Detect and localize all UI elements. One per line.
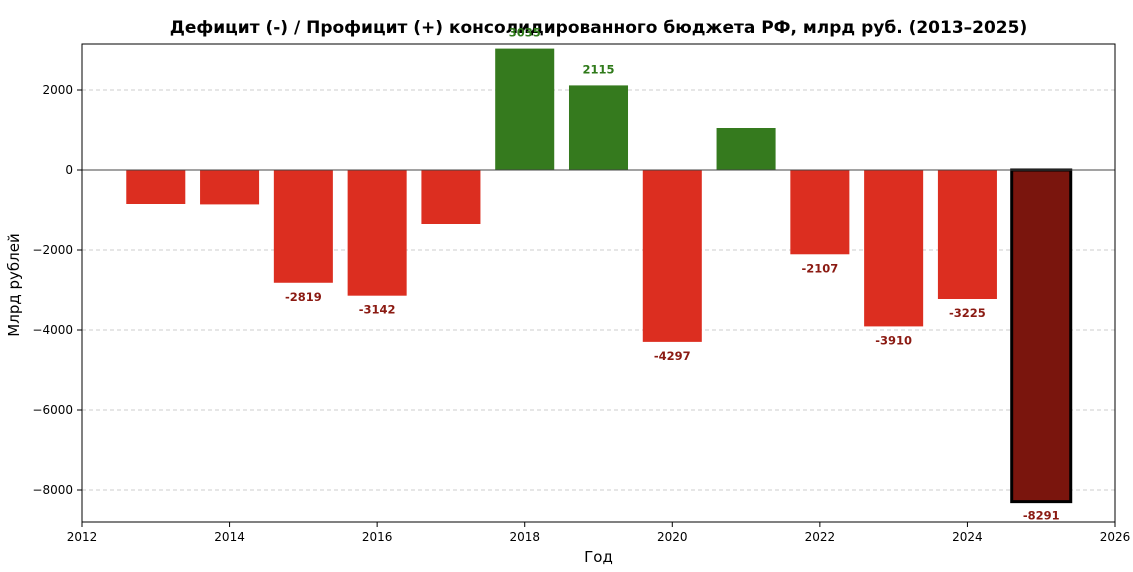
bar-2024 [937, 170, 997, 299]
bar-2018 [495, 48, 555, 170]
bar-2015 [273, 170, 333, 283]
data-label-2020: -4297 [654, 349, 691, 363]
data-label-2022: -2107 [801, 261, 838, 275]
x-tick-label: 2020 [657, 530, 688, 544]
bar-2025 [1010, 168, 1073, 504]
bar-2014 [200, 170, 260, 205]
x-tick-label: 2022 [805, 530, 836, 544]
x-tick-label: 2026 [1100, 530, 1131, 544]
y-tick-label: 0 [65, 163, 73, 177]
data-label-2018: 3035 [509, 26, 541, 40]
data-label-2016: -3142 [359, 303, 396, 317]
y-tick-label: −6000 [32, 403, 73, 417]
y-tick-label: 2000 [42, 83, 73, 97]
plot-frame [81, 43, 1116, 523]
x-tick-label: 2014 [214, 530, 245, 544]
bar-2022 [790, 170, 850, 255]
bar-2017 [421, 170, 481, 224]
data-label-2024: -3225 [949, 306, 986, 320]
bar-2023 [864, 170, 924, 327]
data-label-2025: -8291 [1023, 509, 1060, 523]
x-tick-label: 2024 [952, 530, 983, 544]
bar-2021 [716, 128, 776, 170]
x-axis-label: Год [584, 548, 613, 566]
y-tick-label: −8000 [32, 483, 73, 497]
data-label-2019: 2115 [582, 62, 614, 76]
x-tick-label: 2012 [67, 530, 98, 544]
bar-2019 [568, 85, 629, 170]
data-label-2015: -2819 [285, 290, 322, 304]
x-tick-label: 2016 [362, 530, 393, 544]
y-tick-label: −4000 [32, 323, 73, 337]
bar-2013 [126, 170, 186, 204]
chart-title: Дефицит (-) / Профицит (+) консолидирова… [169, 18, 1028, 38]
x-tick-label: 2018 [509, 530, 540, 544]
bar-2016 [347, 170, 407, 296]
y-tick-label: −2000 [32, 243, 73, 257]
bar-2020 [642, 170, 702, 342]
data-label-2023: -3910 [875, 333, 912, 347]
